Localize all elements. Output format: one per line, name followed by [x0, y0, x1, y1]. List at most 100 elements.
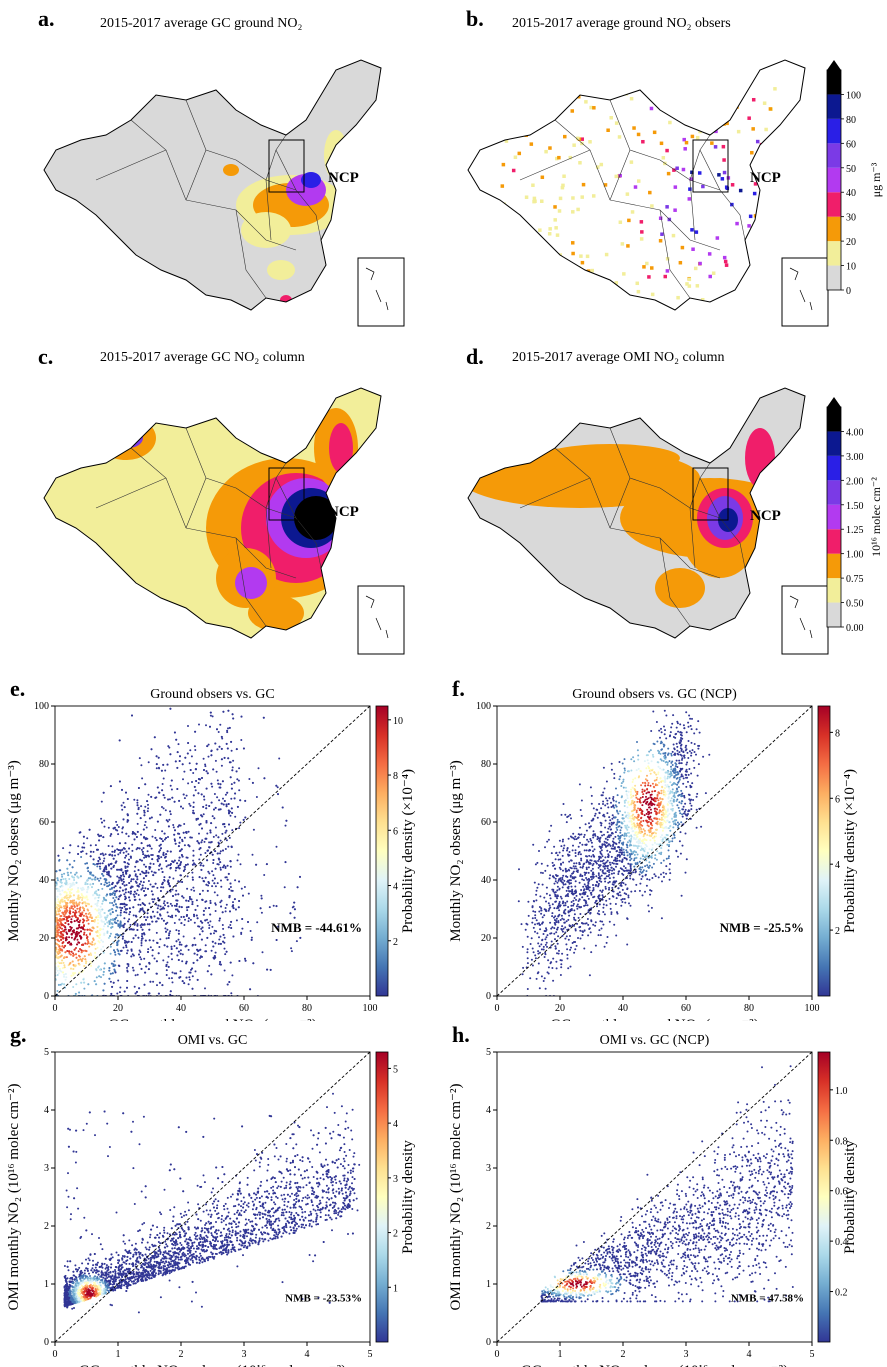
- panel-e-point: [165, 969, 168, 972]
- panel-e-point: [142, 828, 145, 831]
- panel-e-point: [228, 726, 231, 729]
- panel-e-point: [228, 981, 231, 983]
- map-b-site: [641, 139, 645, 144]
- panel-e-point: [109, 935, 111, 938]
- map-b-site: [671, 233, 676, 238]
- panel-e-point: [66, 917, 69, 920]
- panel-e-point: [197, 778, 200, 780]
- panel-f-point: [669, 799, 672, 802]
- map-b-site: [722, 158, 726, 162]
- panel-e-point: [101, 908, 104, 911]
- panel-f-point: [597, 866, 600, 869]
- panel-e-point: [121, 889, 124, 892]
- map-b-site: [659, 141, 664, 146]
- map-b-site: [661, 156, 666, 160]
- panel-e-point: [217, 731, 220, 733]
- panel-f-point: [639, 868, 642, 871]
- panel-e-point: [125, 946, 128, 949]
- panel-e-point: [66, 906, 69, 909]
- panel-e-point: [173, 922, 176, 924]
- panel-e-point: [140, 805, 143, 808]
- panel-e-point: [56, 921, 59, 924]
- map-b-site: [571, 196, 575, 200]
- panel-e-point: [169, 930, 172, 933]
- panel-f-point: [630, 827, 633, 830]
- map-b-site: [685, 282, 689, 286]
- panel-f-point: [671, 764, 674, 766]
- panel-f-point: [657, 765, 660, 768]
- panel-e-point: [78, 971, 81, 974]
- panel-e-point: [191, 987, 194, 990]
- panel-e-point: [119, 986, 122, 989]
- panel-f-point: [653, 831, 656, 834]
- panel-e-point: [210, 782, 213, 785]
- panel-e-point: [132, 954, 135, 957]
- panel-e-point: [152, 874, 155, 877]
- panel-e-point: [204, 944, 207, 947]
- panel-e-point: [68, 929, 71, 932]
- panel-e-point: [95, 904, 98, 907]
- panel-e-point: [62, 878, 65, 881]
- map-b-province-line: [719, 189, 746, 241]
- ground-cbar-ticklabel: 60: [846, 139, 856, 150]
- panel-e-point: [139, 951, 142, 953]
- ground-cbar-ticklabel: 100: [846, 90, 861, 101]
- panel-e-ytick-label: 80: [39, 759, 49, 770]
- panel-e-point: [105, 899, 108, 902]
- panel-e-point: [166, 921, 169, 924]
- panel-f-point: [614, 804, 617, 807]
- panel-e-point: [111, 850, 114, 853]
- map-b-site: [687, 277, 692, 282]
- panel-e-point: [176, 788, 179, 790]
- panel-e-point: [146, 916, 149, 919]
- panel-e-point: [145, 854, 148, 857]
- panel-e-point: [57, 898, 60, 901]
- panel-e-point: [74, 937, 77, 940]
- panel-e-point: [119, 903, 122, 906]
- panel-e-point: [207, 884, 210, 887]
- map-b-site: [761, 253, 766, 258]
- map-b-site: [528, 295, 533, 300]
- panel-e-point: [59, 893, 62, 896]
- panel-f-point: [636, 853, 639, 856]
- panel-e-point: [64, 877, 67, 880]
- panel-e-point: [209, 932, 212, 935]
- panel-e-point: [141, 932, 144, 935]
- panel-e-point: [109, 893, 112, 896]
- panel-e-point: [86, 928, 89, 931]
- panel-e-point: [113, 968, 116, 971]
- panel-e-point: [173, 833, 176, 836]
- panel-e-point: [187, 742, 190, 744]
- panel-e-point: [266, 968, 269, 971]
- panel-e-point: [219, 839, 222, 842]
- panel-f-point: [690, 752, 693, 754]
- panel-e-point: [162, 902, 165, 905]
- panel-f-point: [688, 768, 691, 770]
- panel-e-point: [176, 908, 179, 911]
- panel-e-point: [120, 879, 123, 882]
- panel-e-point: [147, 948, 150, 951]
- panel-f-point: [687, 773, 690, 776]
- panel-e-point: [83, 931, 86, 934]
- panel-e-point: [56, 926, 59, 929]
- panel-e-point: [117, 881, 120, 884]
- panel-e-point: [205, 821, 208, 824]
- panel-e-point: [94, 955, 96, 958]
- panel-e-point: [81, 888, 84, 891]
- panel-e-point: [192, 794, 195, 797]
- panel-e-point: [175, 972, 178, 975]
- panel-e-point: [64, 973, 67, 975]
- panel-f-point: [675, 726, 678, 729]
- panel-e-point: [194, 908, 197, 911]
- panel-e-point: [121, 848, 124, 851]
- panel-e-point: [55, 935, 58, 938]
- panel-f-point: [574, 865, 577, 868]
- panel-e-point: [60, 938, 63, 941]
- map-d-province-line: [689, 507, 696, 569]
- panel-e-point: [174, 842, 177, 845]
- panel-e-point: [211, 885, 214, 888]
- panel-e-point: [218, 919, 221, 922]
- map-b-site: [639, 297, 643, 302]
- map-b-site: [588, 140, 592, 144]
- panel-e-point: [226, 731, 229, 734]
